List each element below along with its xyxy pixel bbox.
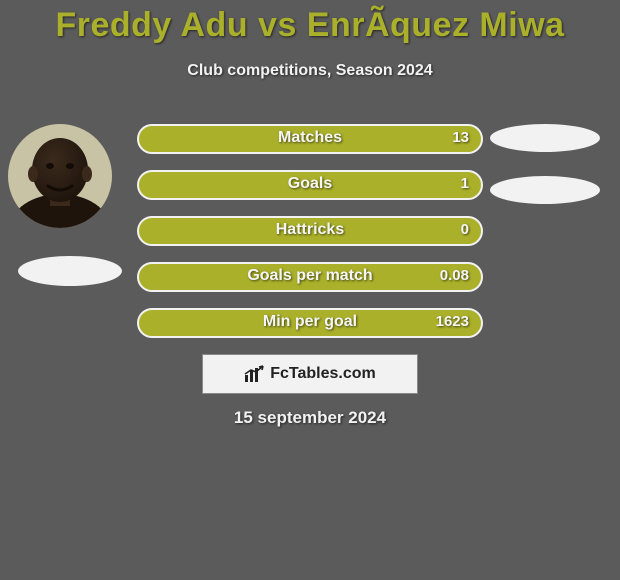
brand-chart-icon <box>244 365 264 383</box>
stat-label: Goals per match <box>137 267 483 285</box>
brand-text: FcTables.com <box>270 365 376 383</box>
stat-value: 1 <box>461 175 469 192</box>
player2-badge-placeholder <box>490 176 600 204</box>
stats-bars: Matches13 Goals1 Hattricks0 Goals per match… <box>137 124 483 354</box>
footer-date: 15 september 2024 <box>0 408 620 428</box>
stat-value: 0.08 <box>440 267 469 284</box>
stat-value: 13 <box>452 129 469 146</box>
stat-label: Matches <box>137 129 483 147</box>
player1-badge-placeholder <box>18 256 122 286</box>
player1-avatar <box>8 124 112 228</box>
player1-avatar-svg <box>8 124 112 228</box>
stat-label: Min per goal <box>137 313 483 331</box>
stat-row: Hattricks0 <box>137 216 483 246</box>
stat-row: Min per goal1623 <box>137 308 483 338</box>
card-subtitle: Club competitions, Season 2024 <box>0 62 620 80</box>
card-title: Freddy Adu vs EnrÃ­quez Miwa <box>0 6 620 45</box>
stat-label: Goals <box>137 175 483 193</box>
stat-value: 0 <box>461 221 469 238</box>
brand-box: FcTables.com <box>202 354 418 394</box>
stat-label: Hattricks <box>137 221 483 239</box>
stat-row: Goals1 <box>137 170 483 200</box>
stat-value: 1623 <box>436 313 469 330</box>
player2-avatar-placeholder <box>490 124 600 152</box>
stat-row: Matches13 <box>137 124 483 154</box>
stat-row: Goals per match0.08 <box>137 262 483 292</box>
comparison-card: Freddy Adu vs EnrÃ­quez Miwa Club compet… <box>0 0 620 580</box>
